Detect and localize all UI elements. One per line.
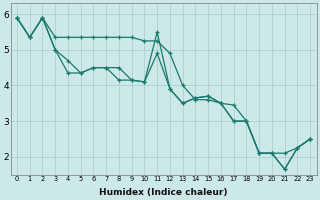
X-axis label: Humidex (Indice chaleur): Humidex (Indice chaleur) xyxy=(99,188,228,197)
